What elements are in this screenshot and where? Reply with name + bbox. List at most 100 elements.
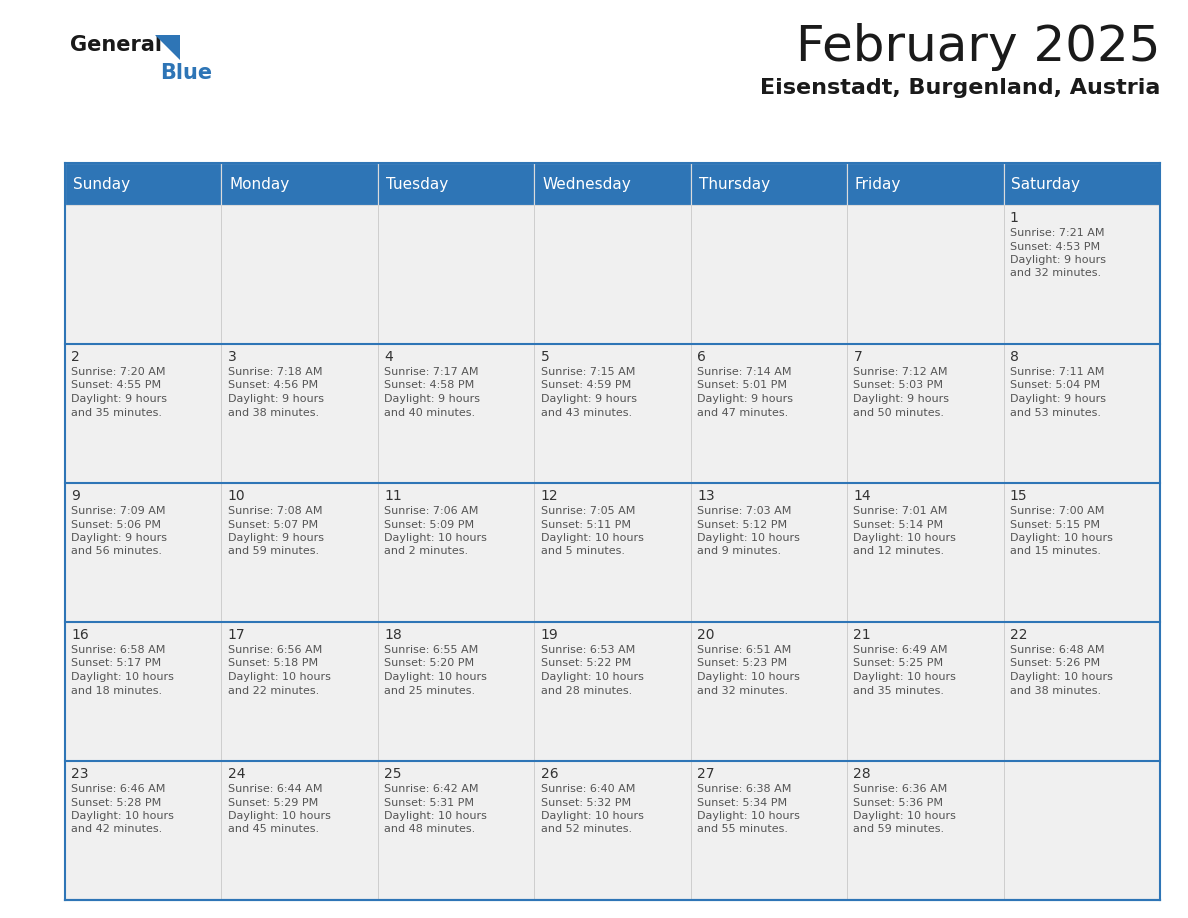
Text: Sunrise: 7:12 AM: Sunrise: 7:12 AM (853, 367, 948, 377)
Text: Sunset: 4:56 PM: Sunset: 4:56 PM (228, 380, 318, 390)
Text: and 52 minutes.: and 52 minutes. (541, 824, 632, 834)
Text: Daylight: 10 hours: Daylight: 10 hours (228, 672, 330, 682)
Text: February 2025: February 2025 (796, 23, 1159, 71)
Text: and 35 minutes.: and 35 minutes. (71, 408, 163, 418)
Text: Daylight: 9 hours: Daylight: 9 hours (541, 394, 637, 404)
Text: Monday: Monday (229, 176, 290, 192)
Text: Sunset: 5:26 PM: Sunset: 5:26 PM (1010, 658, 1100, 668)
Text: 6: 6 (697, 350, 706, 364)
Text: Sunset: 5:22 PM: Sunset: 5:22 PM (541, 658, 631, 668)
Text: 19: 19 (541, 628, 558, 642)
Text: Sunset: 5:32 PM: Sunset: 5:32 PM (541, 798, 631, 808)
Text: Sunrise: 7:21 AM: Sunrise: 7:21 AM (1010, 228, 1105, 238)
Text: Daylight: 9 hours: Daylight: 9 hours (1010, 255, 1106, 265)
Text: Sunrise: 6:38 AM: Sunrise: 6:38 AM (697, 784, 791, 794)
Text: Sunrise: 6:46 AM: Sunrise: 6:46 AM (71, 784, 165, 794)
Bar (221, 761, 378, 900)
Text: Daylight: 9 hours: Daylight: 9 hours (228, 394, 323, 404)
Bar (690, 761, 847, 900)
Text: Sunrise: 7:05 AM: Sunrise: 7:05 AM (541, 506, 634, 516)
Text: Daylight: 9 hours: Daylight: 9 hours (228, 533, 323, 543)
Text: Sunrise: 7:06 AM: Sunrise: 7:06 AM (384, 506, 479, 516)
Text: Eisenstadt, Burgenland, Austria: Eisenstadt, Burgenland, Austria (759, 78, 1159, 98)
Text: Daylight: 10 hours: Daylight: 10 hours (853, 533, 956, 543)
Text: 12: 12 (541, 489, 558, 503)
Text: Sunset: 5:01 PM: Sunset: 5:01 PM (697, 380, 786, 390)
Text: Sunrise: 7:11 AM: Sunrise: 7:11 AM (1010, 367, 1104, 377)
Text: and 59 minutes.: and 59 minutes. (853, 824, 944, 834)
Bar (378, 761, 535, 900)
Text: Daylight: 9 hours: Daylight: 9 hours (1010, 394, 1106, 404)
Text: 18: 18 (384, 628, 402, 642)
Text: Sunrise: 7:15 AM: Sunrise: 7:15 AM (541, 367, 634, 377)
Bar (1004, 344, 1159, 483)
Bar (221, 483, 378, 622)
Bar (1004, 483, 1159, 622)
Bar (847, 483, 1004, 622)
Text: Sunrise: 6:36 AM: Sunrise: 6:36 AM (853, 784, 948, 794)
Bar (1004, 163, 1159, 205)
Bar (1004, 205, 1159, 344)
Text: Sunset: 4:55 PM: Sunset: 4:55 PM (71, 380, 162, 390)
Text: Sunset: 5:04 PM: Sunset: 5:04 PM (1010, 380, 1100, 390)
Text: Tuesday: Tuesday (386, 176, 448, 192)
Text: Sunset: 5:11 PM: Sunset: 5:11 PM (541, 520, 631, 530)
Bar (535, 761, 690, 900)
Text: Sunset: 5:03 PM: Sunset: 5:03 PM (853, 380, 943, 390)
Text: Daylight: 9 hours: Daylight: 9 hours (697, 394, 792, 404)
Text: and 12 minutes.: and 12 minutes. (853, 546, 944, 556)
Text: Sunrise: 7:18 AM: Sunrise: 7:18 AM (228, 367, 322, 377)
Text: 15: 15 (1010, 489, 1028, 503)
Bar (847, 761, 1004, 900)
Text: and 25 minutes.: and 25 minutes. (384, 686, 475, 696)
Text: and 40 minutes.: and 40 minutes. (384, 408, 475, 418)
Text: Sunset: 5:36 PM: Sunset: 5:36 PM (853, 798, 943, 808)
Text: Daylight: 10 hours: Daylight: 10 hours (384, 811, 487, 821)
Text: 26: 26 (541, 767, 558, 781)
Text: Sunrise: 6:48 AM: Sunrise: 6:48 AM (1010, 645, 1105, 655)
Text: Daylight: 9 hours: Daylight: 9 hours (853, 394, 949, 404)
Text: Sunrise: 7:00 AM: Sunrise: 7:00 AM (1010, 506, 1104, 516)
Text: Sunrise: 6:49 AM: Sunrise: 6:49 AM (853, 645, 948, 655)
Text: Sunrise: 6:42 AM: Sunrise: 6:42 AM (384, 784, 479, 794)
Text: Daylight: 10 hours: Daylight: 10 hours (228, 811, 330, 821)
Text: Friday: Friday (855, 176, 902, 192)
Text: Daylight: 9 hours: Daylight: 9 hours (71, 394, 168, 404)
Text: Sunset: 5:34 PM: Sunset: 5:34 PM (697, 798, 788, 808)
Text: and 59 minutes.: and 59 minutes. (228, 546, 318, 556)
Bar (690, 344, 847, 483)
Text: and 53 minutes.: and 53 minutes. (1010, 408, 1101, 418)
Text: 17: 17 (228, 628, 245, 642)
Text: and 32 minutes.: and 32 minutes. (1010, 268, 1101, 278)
Text: Daylight: 9 hours: Daylight: 9 hours (71, 533, 168, 543)
Bar (535, 163, 690, 205)
Text: Daylight: 10 hours: Daylight: 10 hours (541, 811, 644, 821)
Text: Daylight: 10 hours: Daylight: 10 hours (541, 533, 644, 543)
Text: Daylight: 10 hours: Daylight: 10 hours (697, 672, 800, 682)
Text: Sunset: 5:29 PM: Sunset: 5:29 PM (228, 798, 318, 808)
Text: Sunrise: 6:40 AM: Sunrise: 6:40 AM (541, 784, 634, 794)
Text: and 2 minutes.: and 2 minutes. (384, 546, 468, 556)
Text: and 45 minutes.: and 45 minutes. (228, 824, 318, 834)
Text: and 42 minutes.: and 42 minutes. (71, 824, 163, 834)
Text: Daylight: 10 hours: Daylight: 10 hours (1010, 672, 1113, 682)
Text: Sunset: 5:07 PM: Sunset: 5:07 PM (228, 520, 318, 530)
Text: Sunrise: 7:20 AM: Sunrise: 7:20 AM (71, 367, 166, 377)
Bar (378, 163, 535, 205)
Text: Sunrise: 7:08 AM: Sunrise: 7:08 AM (228, 506, 322, 516)
Text: and 5 minutes.: and 5 minutes. (541, 546, 625, 556)
Text: 20: 20 (697, 628, 714, 642)
Text: and 35 minutes.: and 35 minutes. (853, 686, 944, 696)
Text: and 18 minutes.: and 18 minutes. (71, 686, 163, 696)
Text: 7: 7 (853, 350, 862, 364)
Text: Sunrise: 6:56 AM: Sunrise: 6:56 AM (228, 645, 322, 655)
Bar (535, 344, 690, 483)
Bar (65, 344, 221, 483)
Bar (847, 163, 1004, 205)
Text: Sunset: 5:17 PM: Sunset: 5:17 PM (71, 658, 162, 668)
Text: 10: 10 (228, 489, 245, 503)
Bar (65, 483, 221, 622)
Text: Sunset: 5:20 PM: Sunset: 5:20 PM (384, 658, 474, 668)
Text: Daylight: 10 hours: Daylight: 10 hours (1010, 533, 1113, 543)
Bar (847, 622, 1004, 761)
